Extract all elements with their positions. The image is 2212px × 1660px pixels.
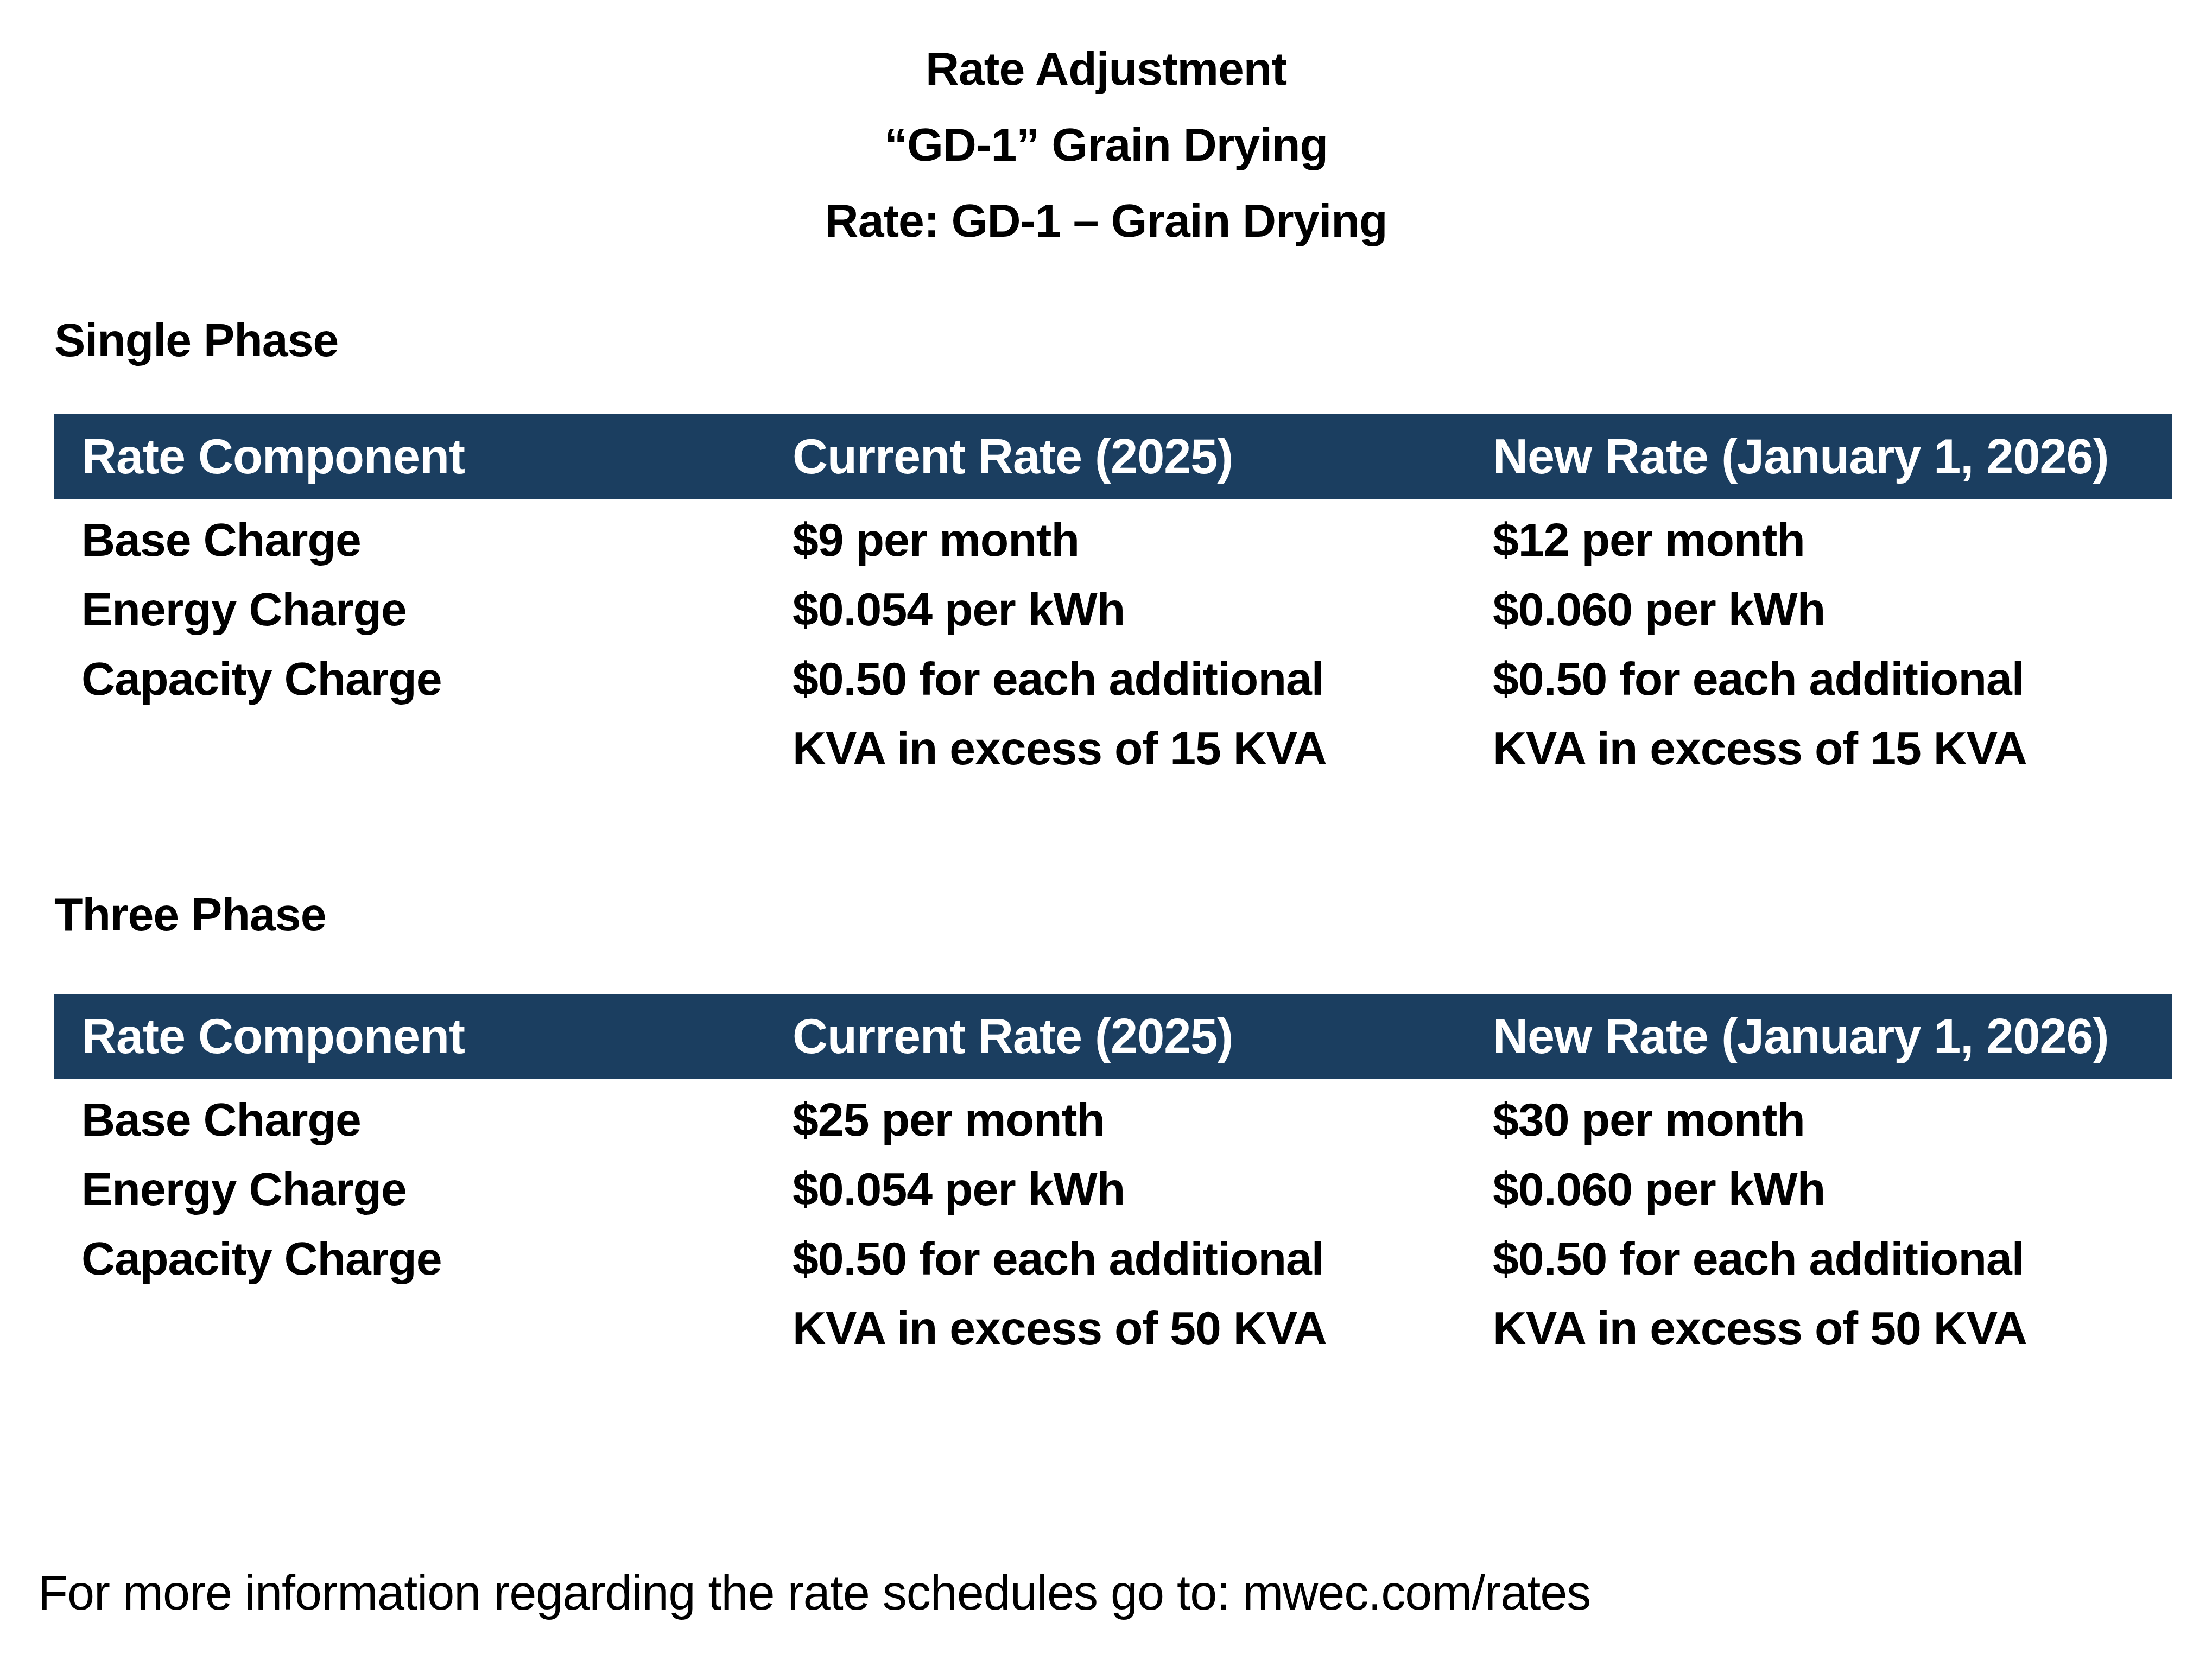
rate-adjustment-flyer: Rate Adjustment “GD-1” Grain Drying Rate…	[0, 30, 2212, 1660]
rate-component-cell: Base Charge	[54, 505, 793, 574]
rate-component-cell: Base Charge	[54, 1085, 793, 1154]
column-header-rate-component: Rate Component	[54, 429, 793, 485]
table-header-row: Rate Component Current Rate (2025) New R…	[54, 994, 2172, 1079]
rate-component-cell: Energy Charge	[54, 574, 793, 644]
three-phase-table: Rate Component Current Rate (2025) New R…	[54, 994, 2172, 1363]
current-rate-cell: $0.50 for each additional KVA in excess …	[793, 644, 1493, 783]
new-rate-cell: $0.060 per kWh	[1493, 574, 2172, 644]
current-rate-cell: $25 per month	[793, 1085, 1493, 1154]
table-row: Capacity Charge $0.50 for each additiona…	[54, 644, 2172, 783]
section-heading-three-phase: Three Phase	[54, 887, 2212, 941]
new-rate-cell: $12 per month	[1493, 505, 2172, 574]
table-body: Base Charge $9 per month $12 per month E…	[54, 499, 2172, 783]
current-rate-cell: $0.054 per kWh	[793, 1154, 1493, 1224]
footer-note: For more information regarding the rate …	[38, 1564, 2212, 1621]
column-header-new-rate: New Rate (January 1, 2026)	[1493, 1009, 2172, 1065]
new-rate-cell: $30 per month	[1493, 1085, 2172, 1154]
page-title: Rate Adjustment	[0, 30, 2212, 106]
current-rate-cell: $0.054 per kWh	[793, 574, 1493, 644]
new-rate-cell: $0.50 for each additional KVA in excess …	[1493, 1224, 2172, 1363]
rate-component-cell: Capacity Charge	[54, 1224, 793, 1363]
column-header-new-rate: New Rate (January 1, 2026)	[1493, 429, 2172, 485]
table-header-row: Rate Component Current Rate (2025) New R…	[54, 414, 2172, 499]
column-header-current-rate: Current Rate (2025)	[793, 1009, 1493, 1065]
rate-component-cell: Capacity Charge	[54, 644, 793, 783]
section-heading-single-phase: Single Phase	[54, 313, 2212, 367]
table-row: Energy Charge $0.054 per kWh $0.060 per …	[54, 574, 2172, 644]
current-rate-cell: $0.50 for each additional KVA in excess …	[793, 1224, 1493, 1363]
table-body: Base Charge $25 per month $30 per month …	[54, 1079, 2172, 1363]
title-block: Rate Adjustment “GD-1” Grain Drying Rate…	[0, 30, 2212, 258]
column-header-rate-component: Rate Component	[54, 1009, 793, 1065]
table-row: Capacity Charge $0.50 for each additiona…	[54, 1224, 2172, 1363]
single-phase-table: Rate Component Current Rate (2025) New R…	[54, 414, 2172, 783]
new-rate-cell: $0.060 per kWh	[1493, 1154, 2172, 1224]
page-subtitle-rate-code: Rate: GD-1 – Grain Drying	[0, 182, 2212, 258]
current-rate-cell: $9 per month	[793, 505, 1493, 574]
new-rate-cell: $0.50 for each additional KVA in excess …	[1493, 644, 2172, 783]
table-row: Base Charge $25 per month $30 per month	[54, 1085, 2172, 1154]
column-header-current-rate: Current Rate (2025)	[793, 429, 1493, 485]
page-subtitle-rate-name: “GD-1” Grain Drying	[0, 106, 2212, 182]
table-row: Base Charge $9 per month $12 per month	[54, 505, 2172, 574]
table-row: Energy Charge $0.054 per kWh $0.060 per …	[54, 1154, 2172, 1224]
rate-component-cell: Energy Charge	[54, 1154, 793, 1224]
